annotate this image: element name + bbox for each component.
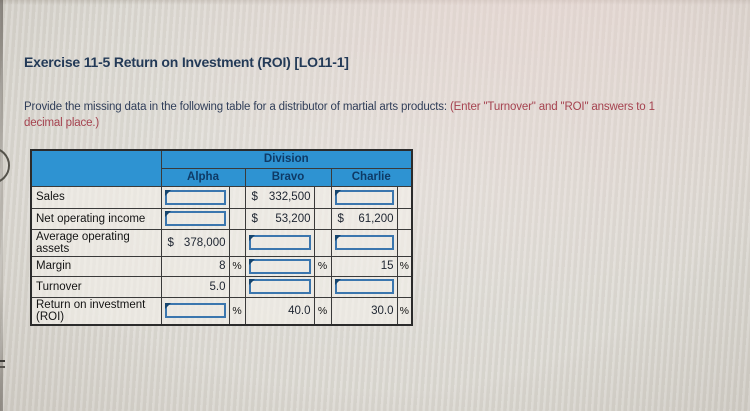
roi-alpha-input-box: [164, 303, 226, 318]
cell-roi-charlie: 30.0: [330, 296, 398, 325]
value-roi-bravo: 40.0: [288, 304, 311, 317]
input-sales-charlie[interactable]: [336, 191, 392, 203]
value-margin-charlie: 15: [380, 260, 394, 272]
row-label-turnover: Turnover: [30, 275, 162, 298]
cell-aoa-alpha: $378,000: [160, 228, 230, 257]
input-noi-alpha[interactable]: [166, 213, 224, 224]
table-row-sales: Sales $332,500: [30, 185, 413, 209]
cell-roi-bravo: 40.0: [244, 296, 315, 325]
header-row-division: Division: [30, 149, 413, 187]
turnover-charlie-input-box: [334, 279, 394, 294]
partial-circle-artifact: [0, 147, 10, 184]
pct-cell-empty: [313, 207, 332, 230]
header-bravo: Bravo: [244, 167, 332, 187]
dollar-sign: $: [251, 212, 258, 225]
cell-turnover-alpha: 5.0: [160, 275, 230, 298]
input-aoa-bravo[interactable]: [250, 237, 309, 248]
input-roi-alpha[interactable]: [166, 305, 224, 316]
header-division: Division: [160, 149, 413, 169]
pct-cell-margin-alpha: %: [228, 255, 246, 277]
cell-noi-alpha: [160, 207, 230, 230]
input-margin-bravo[interactable]: [250, 260, 309, 272]
table-row-roi: Return on investment (ROI) % 40.0 % 30.0…: [30, 296, 413, 325]
pct-cell-empty: [228, 185, 246, 209]
noi-alpha-input-box: [164, 211, 226, 226]
sales-charlie-input-box: [334, 189, 394, 205]
pct-cell-margin-charlie: %: [396, 255, 413, 277]
margin-bravo-input-box: [248, 258, 311, 274]
aoa-bravo-input-box: [248, 235, 311, 250]
table-row-average-operating-assets: Average operating assets $378,000: [30, 228, 413, 257]
roi-table: Division Alpha Bravo Charlie Sales: [30, 149, 414, 326]
pct-cell-roi-charlie: %: [396, 296, 413, 325]
input-turnover-charlie[interactable]: [336, 281, 392, 292]
input-aoa-charlie[interactable]: [336, 237, 392, 248]
sales-alpha-input-box: [164, 189, 226, 205]
cell-noi-bravo: $53,200: [244, 207, 315, 230]
cell-margin-charlie: 15: [330, 255, 398, 277]
header-corner-cell: [30, 149, 162, 187]
header-row-columns: Alpha Bravo Charlie: [31, 167, 413, 187]
value-noi-charlie: 61,200: [358, 212, 394, 225]
pct-cell-empty: [313, 275, 332, 298]
cell-sales-charlie: [330, 185, 398, 209]
dollar-sign: $: [337, 212, 344, 225]
row-label-margin: Margin: [30, 255, 162, 277]
header-alpha: Alpha: [160, 167, 246, 187]
exercise-instructions: Provide the missing data in the followin…: [24, 99, 750, 131]
cell-margin-alpha: 8: [160, 255, 230, 277]
input-turnover-bravo[interactable]: [250, 281, 309, 292]
pct-cell-empty: [228, 207, 246, 230]
header-charlie: Charlie: [330, 167, 413, 187]
pct-cell-roi-bravo: %: [313, 296, 332, 325]
instructions-normal-text: Provide the missing data in the followin…: [24, 101, 450, 113]
pct-cell-empty: [396, 207, 413, 230]
turnover-bravo-input-box: [248, 279, 311, 294]
pct-cell-empty: [396, 185, 413, 209]
cell-aoa-charlie: [330, 228, 398, 257]
value-roi-charlie: 30.0: [371, 304, 394, 317]
cell-roi-alpha: [160, 296, 230, 325]
pct-cell-margin-bravo: %: [313, 255, 332, 277]
value-noi-bravo: 53,200: [275, 212, 311, 225]
pct-cell-empty: [396, 228, 413, 257]
pct-cell-empty: [228, 228, 246, 257]
row-label-roi: Return on investment (ROI): [30, 296, 162, 325]
instructions-line1: Provide the missing data in the followin…: [24, 101, 655, 113]
input-sales-alpha[interactable]: [166, 191, 224, 203]
pct-cell-roi-alpha: %: [228, 296, 246, 325]
pct-cell-empty: [313, 228, 332, 257]
dollar-sign: $: [251, 191, 258, 203]
instructions-emphasis-part2: decimal place.): [24, 117, 100, 129]
photo-corner-mark: [0, 360, 5, 362]
exercise-title: Exercise 11-5 Return on Investment (ROI)…: [24, 54, 349, 70]
cell-turnover-bravo: [244, 275, 315, 298]
cell-margin-bravo: [244, 255, 315, 277]
instructions-emphasis-part1: (Enter "Turnover" and "ROI" answers to 1: [449, 101, 655, 113]
dollar-sign: $: [167, 236, 174, 249]
table-row-margin: Margin 8 % % 15 %: [30, 255, 413, 277]
cell-noi-charlie: $61,200: [330, 207, 398, 230]
row-label-sales: Sales: [30, 185, 162, 209]
row-label-net-operating-income: Net operating income: [30, 207, 162, 230]
cell-sales-alpha: [160, 185, 230, 209]
value-margin-alpha: 8: [219, 260, 226, 272]
pct-cell-empty: [396, 275, 413, 298]
cell-turnover-charlie: [330, 275, 398, 298]
table-row-turnover: Turnover 5.0: [30, 275, 413, 298]
table-row-net-operating-income: Net operating income $53,200 $61,200: [30, 207, 413, 230]
pct-cell-empty: [313, 185, 332, 209]
aoa-charlie-input-box: [334, 235, 394, 250]
row-label-average-operating-assets: Average operating assets: [30, 228, 162, 257]
cell-sales-bravo: $332,500: [244, 185, 315, 209]
value-sales-bravo: 332,500: [268, 191, 311, 203]
pct-cell-empty: [228, 275, 246, 298]
cell-aoa-bravo: [244, 228, 315, 257]
photo-edge-artifact: [0, 0, 3, 411]
value-aoa-alpha: 378,000: [183, 236, 226, 249]
value-turnover-alpha: 5.0: [209, 280, 226, 293]
